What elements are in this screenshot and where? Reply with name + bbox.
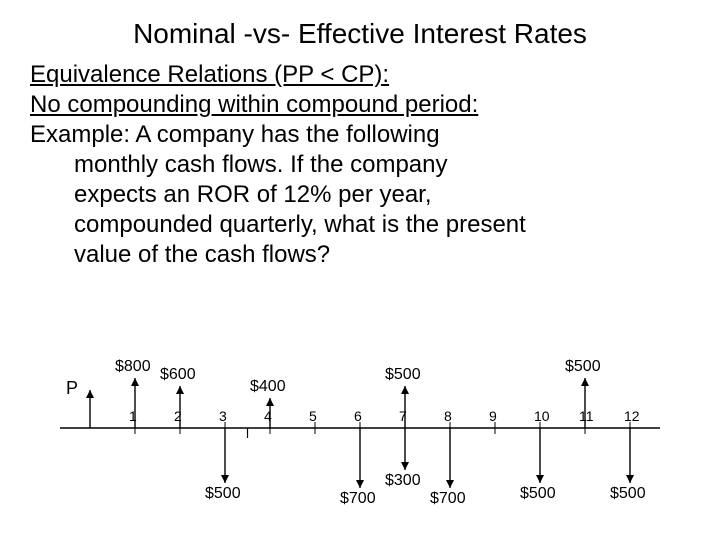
period-label: 3 (219, 408, 227, 424)
period-label: 9 (489, 408, 497, 424)
period-label: 6 (354, 408, 362, 424)
line-5: expects an ROR of 12% per year, (30, 180, 690, 210)
period-label: 11 (579, 408, 594, 424)
flow-label-up: $800 (115, 358, 151, 376)
period-label: 8 (444, 408, 452, 424)
page-title: Nominal -vs- Effective Interest Rates (0, 18, 720, 50)
flow-label-down: $700 (430, 490, 466, 508)
period-label: 10 (534, 408, 550, 424)
flow-label-up: $600 (160, 366, 196, 384)
flow-label-down: $500 (205, 485, 241, 503)
line-6: compounded quarterly, what is the presen… (30, 210, 690, 240)
period-label: 7 (399, 408, 407, 424)
period-label: 12 (624, 408, 640, 424)
flow-label-down: $700 (340, 490, 376, 508)
flow-label-down: $500 (610, 485, 646, 503)
flow-label-up: $500 (565, 358, 601, 376)
diagram-svg (30, 348, 690, 548)
line-4: monthly cash flows. If the company (30, 150, 690, 180)
line-2: No compounding within compound period: (30, 90, 690, 120)
line-3: Example: A company has the following (30, 120, 690, 150)
body-text: Equivalence Relations (PP < CP): No comp… (30, 60, 690, 270)
line-7: value of the cash flows? (30, 240, 690, 270)
period-label: 4 (264, 408, 272, 424)
flow-label-up: $500 (385, 366, 421, 384)
p-label: P (66, 378, 78, 399)
cashflow-diagram: 123456789101112P$800$600$500$400$700$500… (30, 348, 690, 548)
flow-label-down: $300 (385, 472, 421, 490)
line-1: Equivalence Relations (PP < CP): (30, 60, 690, 90)
flow-label-up: $400 (250, 378, 286, 396)
period-label: 5 (309, 408, 317, 424)
period-label: 2 (174, 408, 182, 424)
flow-label-down: $500 (520, 485, 556, 503)
period-label: 1 (129, 408, 137, 424)
